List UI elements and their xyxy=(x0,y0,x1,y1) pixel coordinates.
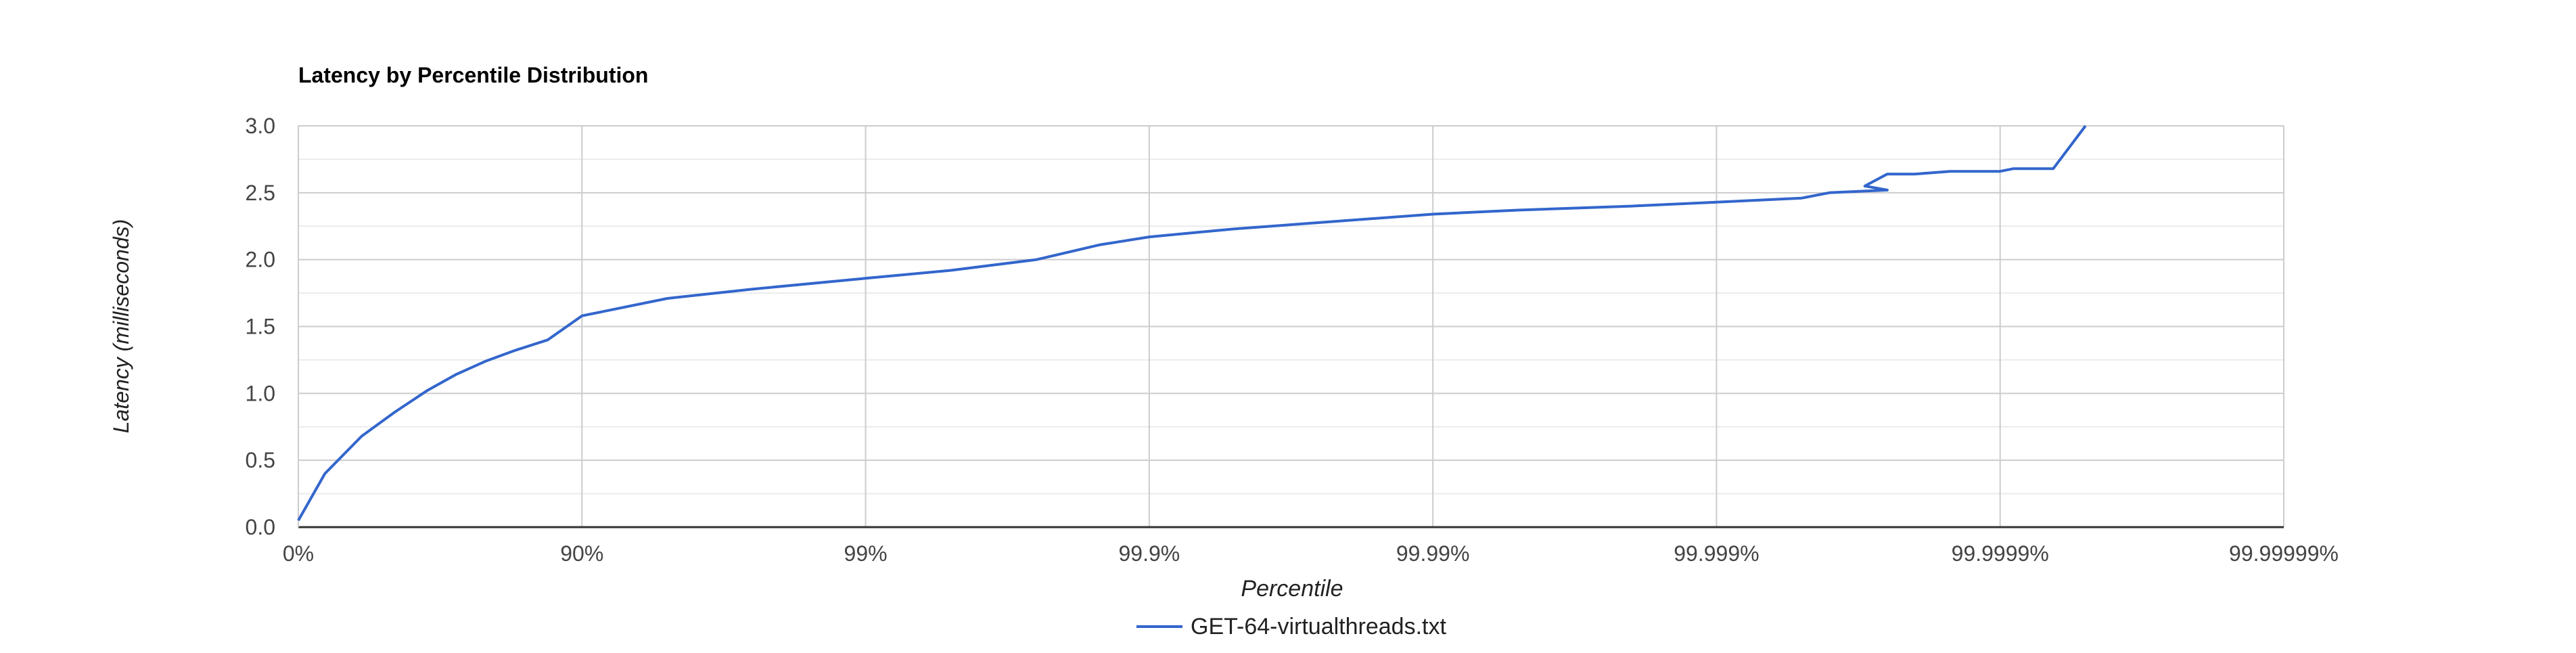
y-tick-label: 0.5 xyxy=(246,448,275,472)
x-tick-label: 90% xyxy=(560,541,603,566)
x-axis-title: Percentile xyxy=(1241,576,1343,602)
y-tick-label: 1.0 xyxy=(246,381,275,405)
grid xyxy=(298,125,2284,527)
legend[interactable]: GET-64-virtualthreads.txt xyxy=(1136,614,1446,639)
y-axis-title: Latency (milliseconds) xyxy=(109,219,133,434)
x-tick-label: 99.99999% xyxy=(2229,541,2339,566)
x-tick-label: 99% xyxy=(844,541,888,566)
y-tick-label: 2.0 xyxy=(246,248,275,272)
y-tick-label: 3.0 xyxy=(246,114,275,138)
y-tick-label: 1.5 xyxy=(246,315,275,339)
tick-labels: 0.0 0.5 1.0 1.5 2.0 2.5 3.0 0% 90% 99% 99.9% 99.99%… xyxy=(246,114,2339,566)
x-tick-label: 99.9999% xyxy=(1952,541,2049,566)
x-tick-label: 0% xyxy=(283,541,314,566)
x-tick-label: 99.99% xyxy=(1396,541,1470,566)
legend-label: GET-64-virtualthreads.txt xyxy=(1191,614,1446,639)
y-tick-label: 2.5 xyxy=(246,181,275,205)
series-layer xyxy=(297,125,2087,522)
series-line xyxy=(297,125,2087,522)
x-tick-label: 99.999% xyxy=(1674,541,1759,566)
axes xyxy=(298,126,2284,528)
x-tick-label: 99.9% xyxy=(1118,541,1180,566)
y-tick-label: 0.0 xyxy=(246,515,275,539)
chart-title: Latency by Percentile Distribution xyxy=(298,63,648,87)
